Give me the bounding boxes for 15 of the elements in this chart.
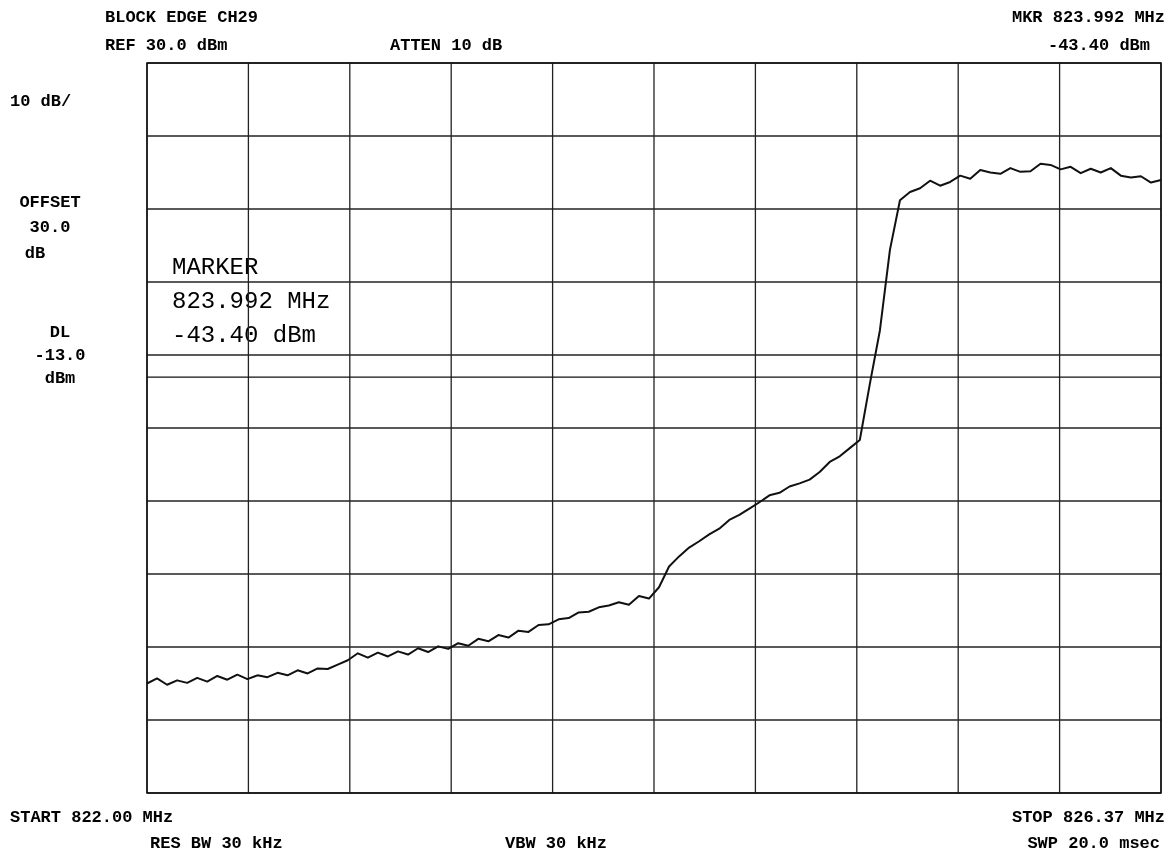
text: SWP 20.0 msec [1027,834,1160,853]
text: ATTEN 10 dB [390,36,503,55]
text: 30.0 [29,218,71,237]
text: RES BW 30 kHz [150,834,283,853]
text: REF 30.0 dBm [105,36,228,55]
text: dB [24,244,46,263]
text: 10 dB/ [10,92,72,111]
ref-line-label: DL -13.0 dBm [34,323,86,389]
text: MKR 823.992 MHz [1011,8,1165,27]
text: VBW 30 kHz [505,834,608,853]
text: -43.40 dBm [1047,36,1150,55]
text: STOP 826.37 MHz [1011,808,1165,827]
chart-title: BLOCK EDGE CH29 [105,8,259,27]
text: START 822.00 MHz [10,808,174,827]
text: OFFSET [19,193,81,212]
